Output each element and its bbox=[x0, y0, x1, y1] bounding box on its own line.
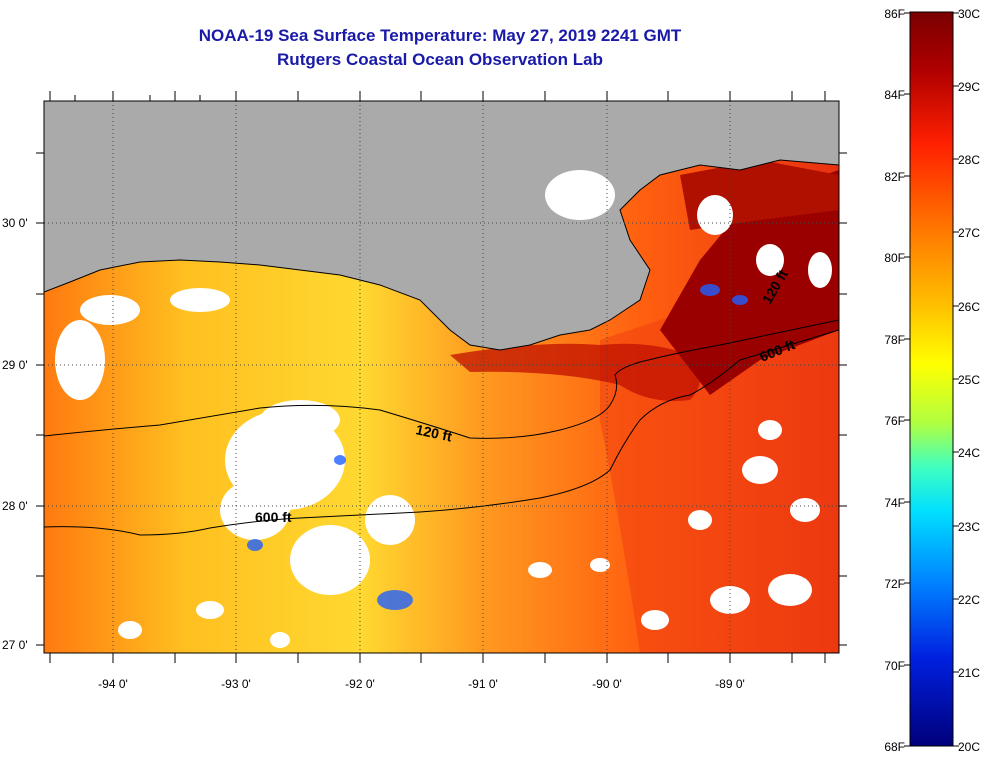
lat-label: 30 0' bbox=[2, 216, 28, 230]
cbar-c-label: 26C bbox=[958, 300, 980, 314]
lon-label: -90 0' bbox=[592, 677, 622, 691]
cbar-f-label: 74F bbox=[884, 496, 905, 510]
graticule bbox=[44, 101, 839, 653]
lon-label: -89 0' bbox=[715, 677, 745, 691]
delta-hot-water bbox=[660, 170, 839, 395]
latitude-labels: 30 0' 29 0' 28 0' 27 0' bbox=[2, 216, 28, 652]
cbar-f-label: 76F bbox=[884, 414, 905, 428]
cbar-f-label: 84F bbox=[884, 88, 905, 102]
cbar-c-label: 22C bbox=[958, 593, 980, 607]
contour-label-600ft-west: 600 ft bbox=[255, 509, 292, 525]
map-frame bbox=[43, 100, 840, 654]
cbar-f-label: 86F bbox=[884, 7, 905, 21]
map-ticks bbox=[36, 91, 847, 663]
cbar-c-label: 28C bbox=[958, 153, 980, 167]
cbar-c-label: 27C bbox=[958, 226, 980, 240]
cbar-f-label: 78F bbox=[884, 333, 905, 347]
color-bar-gradient bbox=[909, 11, 954, 747]
cold-spots bbox=[247, 284, 748, 610]
contour-600ft bbox=[44, 329, 839, 536]
contour-120ft bbox=[44, 319, 839, 439]
longitude-labels: -94 0' -93 0' -92 0' -91 0' -90 0' -89 0… bbox=[98, 677, 745, 691]
cbar-c-label: 20C bbox=[958, 740, 980, 754]
cbar-c-label: 25C bbox=[958, 373, 980, 387]
cbar-f-label: 68F bbox=[884, 740, 905, 754]
lon-label: -94 0' bbox=[98, 677, 128, 691]
contour-label-120ft-west: 120 ft bbox=[414, 421, 453, 444]
cbar-c-label: 29C bbox=[958, 80, 980, 94]
cbar-c-label: 30C bbox=[958, 7, 980, 21]
colorbar-ticks-c bbox=[953, 12, 959, 747]
cbar-c-label: 24C bbox=[958, 446, 980, 460]
colorbar-labels-c: 30C 29C 28C 27C 26C 25C 24C 23C 22C 21C … bbox=[958, 7, 980, 754]
river-plume bbox=[450, 343, 700, 401]
map-subtitle: Rutgers Coastal Ocean Observation Lab bbox=[277, 50, 603, 69]
cbar-f-label: 80F bbox=[884, 251, 905, 265]
cbar-c-label: 21C bbox=[958, 666, 980, 680]
coastline bbox=[44, 159, 839, 351]
map-title: NOAA-19 Sea Surface Temperature: May 27,… bbox=[198, 26, 682, 45]
cbar-f-label: 70F bbox=[884, 659, 905, 673]
lon-label: -92 0' bbox=[345, 677, 375, 691]
lat-label: 29 0' bbox=[2, 358, 28, 372]
colorbar-labels-f: 86F 84F 82F 80F 78F 76F 74F 72F 70F 68F bbox=[884, 7, 905, 754]
color-bar: 86F 84F 82F 80F 78F 76F 74F 72F 70F 68F … bbox=[884, 7, 980, 754]
lon-label: -93 0' bbox=[221, 677, 251, 691]
map-area: 120 ft 600 ft 600 ft 120 ft bbox=[44, 101, 839, 653]
cbar-c-label: 23C bbox=[958, 520, 980, 534]
cbar-f-label: 72F bbox=[884, 577, 905, 591]
colorbar-ticks-f bbox=[904, 12, 910, 747]
cloud-cover bbox=[55, 170, 832, 648]
cbar-f-label: 82F bbox=[884, 170, 905, 184]
lat-label: 28 0' bbox=[2, 499, 28, 513]
lon-label: -91 0' bbox=[468, 677, 498, 691]
lat-label: 27 0' bbox=[2, 638, 28, 652]
land-area bbox=[44, 101, 839, 350]
